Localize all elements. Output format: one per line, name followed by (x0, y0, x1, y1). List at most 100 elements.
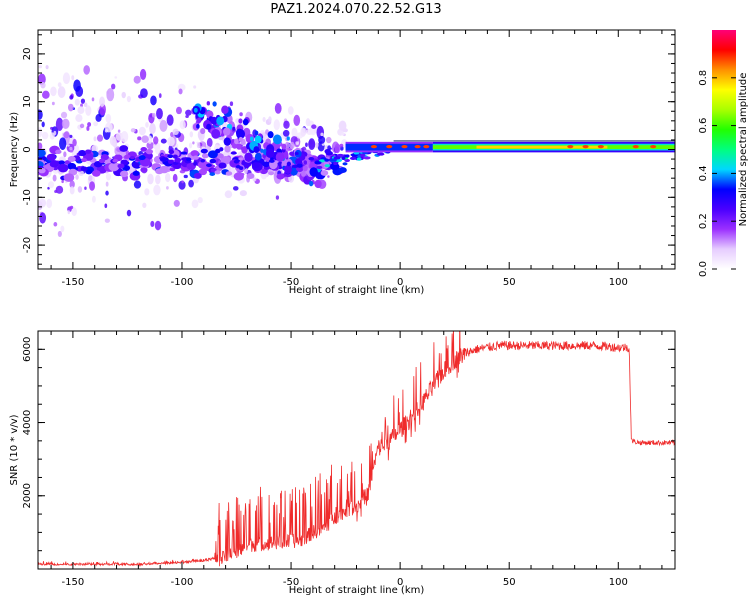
noise-blob (268, 116, 272, 123)
noise-blob (61, 179, 64, 184)
noise-blob (55, 117, 64, 132)
diagonal-blob (254, 130, 259, 136)
noise-blob (74, 98, 80, 106)
band-blob (78, 150, 87, 157)
band-blob (138, 155, 146, 161)
diagonal-blob (221, 105, 229, 114)
carrier-hotspot (401, 145, 408, 149)
noise-blob (181, 180, 184, 184)
band-blob (55, 149, 62, 155)
noise-blob (150, 220, 155, 227)
noise-blob (311, 124, 317, 129)
snr-ytick-label: 2000 (22, 483, 33, 508)
diagonal-blob (290, 167, 298, 176)
noise-blob (80, 98, 86, 104)
noise-blob (84, 186, 87, 190)
band-blob (117, 163, 125, 169)
noise-blob (156, 107, 163, 120)
heatmap-ytick-label: 10 (22, 95, 33, 108)
snr-xtick-label: 0 (397, 577, 403, 588)
band-blob (159, 165, 169, 174)
highlight-blob (180, 151, 188, 155)
heatmap-ytick-label: -20 (22, 237, 33, 253)
snr-layer (38, 331, 675, 567)
noise-blob (160, 138, 167, 144)
noise-blob (60, 111, 68, 119)
noise-blob (338, 120, 347, 131)
noise-blob (83, 65, 91, 75)
noise-blob (138, 126, 146, 136)
noise-blob (159, 120, 168, 132)
highlight-blob (161, 157, 169, 161)
noise-blob (38, 73, 46, 85)
band-blob (209, 158, 217, 164)
colorbar-tick-label: 0.8 (698, 70, 709, 86)
highlight-blob (186, 157, 192, 162)
band-blob (190, 150, 199, 157)
diagonal-blob (193, 107, 198, 113)
noise-blob (77, 186, 83, 193)
diagonal-blob (260, 148, 264, 153)
highlight-blob (200, 159, 206, 163)
heatmap-xtick-label: -150 (62, 277, 85, 288)
noise-blob (60, 225, 65, 233)
noise-blob (141, 135, 149, 143)
noise-blob (289, 141, 295, 150)
snr-frame (37, 330, 676, 570)
noise-blob (93, 121, 99, 127)
noise-blob (185, 109, 192, 116)
carrier-hotspot (370, 145, 377, 149)
noise-blob (104, 122, 113, 133)
noise-blob (188, 179, 194, 188)
noise-blob (170, 131, 174, 138)
band-blob (197, 160, 209, 170)
diagonal-blob (212, 101, 217, 107)
highlight-blob (206, 163, 212, 168)
noise-blob (99, 96, 105, 107)
band-blob (174, 157, 182, 163)
noise-blob (57, 82, 62, 88)
noise-blob (173, 199, 180, 207)
diagonal-blob (303, 160, 308, 165)
noise-blob (38, 109, 43, 120)
noise-blob (155, 174, 161, 185)
noise-blob (83, 102, 88, 107)
heatmap-ylabel: Frequency (Hz) (9, 112, 20, 188)
noise-blob (117, 129, 121, 133)
noise-blob (89, 184, 93, 189)
snr-ytick-label: 6000 (22, 337, 33, 362)
diagonal-blob (206, 123, 212, 130)
noise-blob (146, 141, 155, 150)
noise-blob (196, 142, 201, 149)
highlight-blob (215, 148, 221, 154)
noise-blob (224, 145, 231, 153)
band-blob (112, 158, 119, 163)
band-blob (268, 171, 275, 176)
noise-blob (59, 137, 67, 150)
noise-blob (147, 173, 154, 185)
noise-blob (54, 190, 58, 194)
noise-blob (224, 190, 233, 199)
noise-blob (104, 218, 110, 223)
band-blob (342, 162, 348, 166)
noise-blob (106, 88, 115, 102)
band-blob (81, 158, 88, 163)
noise-blob (46, 198, 53, 209)
colorbar-tick-label: 0.2 (698, 213, 709, 229)
diagonal-blob (254, 135, 262, 144)
noise-blob (57, 86, 66, 99)
noise-blob (306, 128, 314, 135)
snr-xtick-label: 50 (503, 577, 516, 588)
highlight-blob (324, 149, 332, 154)
band-blob (63, 173, 75, 182)
noise-blob (38, 65, 43, 69)
band-blob (140, 147, 148, 152)
snr-ytick-label: 4000 (22, 410, 33, 435)
noise-blob (69, 180, 75, 189)
highlight-blob (193, 161, 198, 166)
band-blob (98, 158, 106, 163)
noise-blob (185, 115, 189, 119)
band-blob (46, 153, 56, 161)
